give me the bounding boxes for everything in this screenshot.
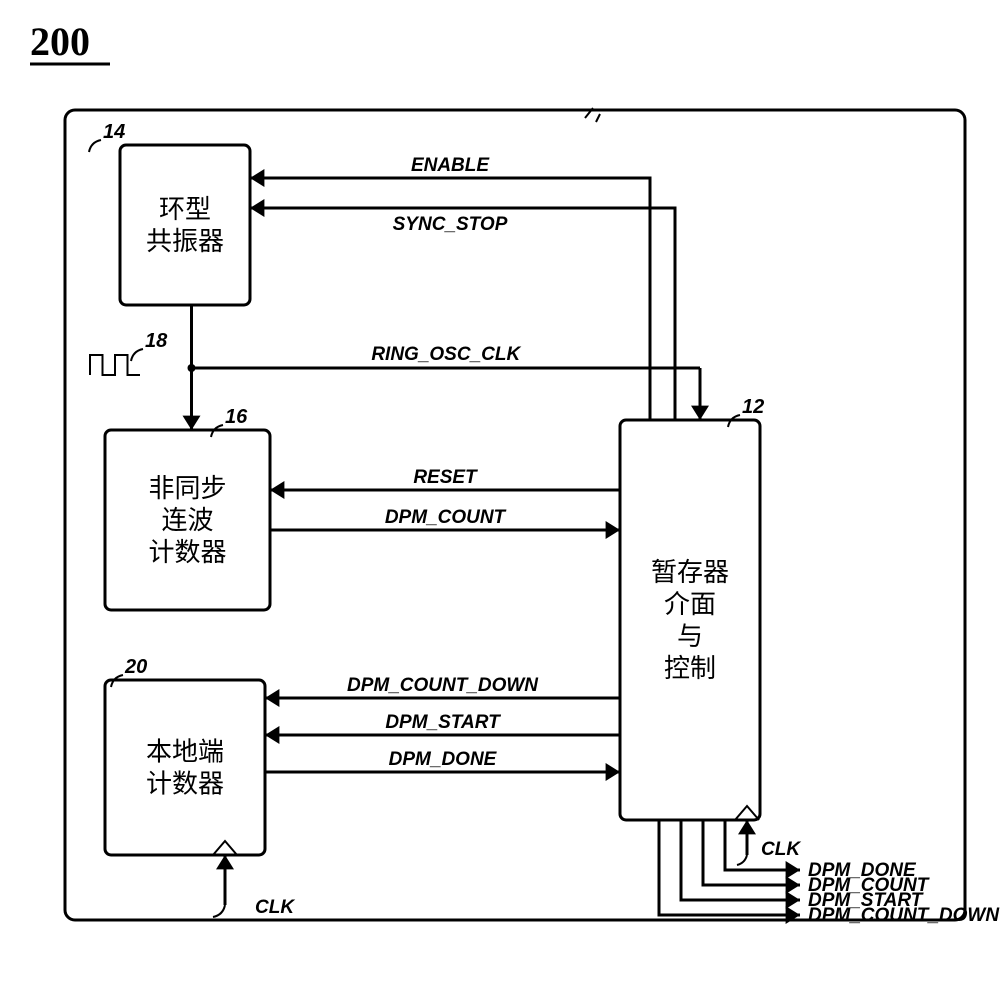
label-out-dpm_count_down: DPM_COUNT_DOWN (808, 905, 1000, 926)
block-async_ctr-line0: 非同步 (148, 474, 226, 503)
label-sync-stop: SYNC_STOP (393, 214, 508, 235)
block-local_ctr-line0: 本地端 (146, 738, 224, 767)
block-reg_ctrl: 暂存器介面与控制 (620, 420, 760, 820)
label-enable: ENABLE (411, 155, 490, 176)
block-reg_ctrl-line2: 与 (677, 622, 703, 651)
block-ring_osc-line1: 共振器 (146, 227, 224, 256)
block-local_ctr: 本地端计数器 (105, 680, 265, 855)
wire-sync-stop (250, 208, 675, 420)
block-async_ctr-line2: 计数器 (148, 538, 226, 567)
ref-ring_osc: 14 (103, 121, 125, 143)
block-reg_ctrl-line0: 暂存器 (651, 558, 729, 587)
label-dpm-done: DPM_DONE (389, 749, 498, 770)
block-reg_ctrl-line3: 控制 (664, 654, 716, 683)
block-local_ctr-line1: 计数器 (146, 770, 224, 799)
block-reg_ctrl-line1: 介面 (664, 590, 716, 619)
ref-async_ctr: 16 (225, 406, 248, 428)
label-dpm-count: DPM_COUNT (385, 507, 507, 528)
label-dpm-count-down: DPM_COUNT_DOWN (347, 675, 539, 696)
label-ring-osc-clk: RING_OSC_CLK (371, 344, 521, 365)
label-local-clk: CLK (255, 897, 295, 918)
block-async_ctr-line1: 连波 (161, 506, 213, 535)
block-ring_osc: 环型共振器 (120, 145, 250, 305)
label-reset: RESET (413, 467, 478, 488)
block-async_ctr: 非同步连波计数器 (105, 430, 270, 610)
ref-clock_icon-hook (131, 349, 143, 361)
ref-clock_icon: 18 (145, 330, 168, 352)
label-dpm-start: DPM_START (385, 712, 501, 733)
ref-local_ctr: 20 (124, 656, 147, 678)
ref-reg_ctrl: 12 (742, 396, 764, 418)
block-ring_osc-line0: 环型 (159, 195, 211, 224)
ref-ring_osc-hook (89, 140, 101, 152)
figure-number: 200 (30, 19, 90, 64)
label-reg-clk: CLK (761, 839, 801, 860)
